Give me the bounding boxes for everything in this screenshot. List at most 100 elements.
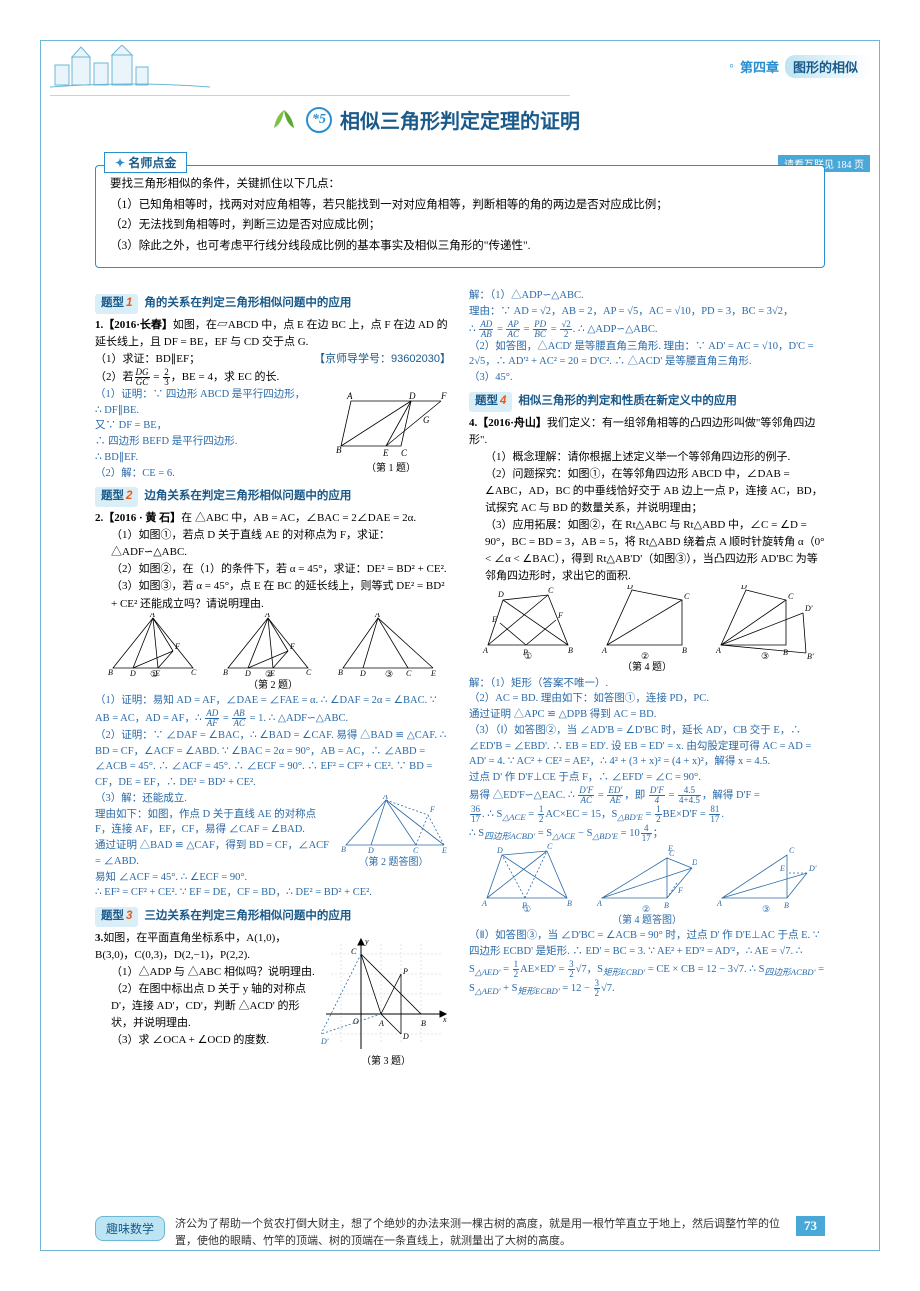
p1-s4: ∴ 四边形 BEFD 是平行四边形. bbox=[95, 434, 325, 450]
svg-text:B: B bbox=[223, 668, 228, 677]
p1-guide: 【京师导学号：93602030】 bbox=[314, 351, 451, 368]
problem-1: 1.【2016·长春】如图，在▱ABCD 中，点 E 在边 BC 上，点 F 在… bbox=[95, 317, 451, 482]
svg-text:A: A bbox=[715, 646, 721, 655]
p4-s6c: ，解得 D'F = bbox=[702, 790, 760, 801]
type3-header: 题型3 三边关系在判定三角形相似问题中的应用 bbox=[95, 907, 451, 927]
p2-s2: （2）证明：∵ ∠DAF = ∠BAC，∴ ∠BAD = ∠CAF. 易得 △B… bbox=[95, 728, 451, 791]
key-intro: 要找三角形相似的条件，关键抓住以下几点： bbox=[110, 174, 810, 195]
svg-text:G: G bbox=[423, 415, 430, 425]
p1-s2: ∴ DF∥BE. bbox=[95, 403, 325, 419]
svg-text:C: C bbox=[401, 448, 408, 458]
svg-text:A: A bbox=[596, 899, 602, 908]
p2-s7: ∴ EF² = CF² + CE². ∵ EF = DE，CF = BD，∴ D… bbox=[95, 885, 451, 901]
p4-s7: 3617. ∴ S△ACE = 12AC×EC = 15，S△BD'E = 12… bbox=[469, 805, 825, 824]
svg-text:D: D bbox=[626, 585, 633, 591]
p1-q2b: = bbox=[151, 371, 163, 383]
p4-s9h: = 12 − bbox=[560, 983, 593, 994]
type2-header: 题型2 边角关系在判定三角形相似问题中的应用 bbox=[95, 487, 451, 507]
figure-3: OABC PDD' xy （第 3 题） bbox=[321, 934, 451, 1070]
p4-s9d: √7，S bbox=[576, 963, 603, 974]
svg-text:C: C bbox=[684, 592, 690, 601]
svg-text:C: C bbox=[547, 843, 553, 851]
svg-text:B: B bbox=[568, 646, 573, 655]
key-box: 名师点金 要找三角形相似的条件，关键抓住以下几点： （1）已知角相等时，找两对对… bbox=[95, 165, 825, 268]
r-s5: （3）45°. bbox=[469, 370, 825, 386]
svg-text:D': D' bbox=[804, 604, 813, 613]
fig2ans-caption: （第 2 题答图） bbox=[336, 855, 451, 870]
castle-icon bbox=[50, 45, 210, 90]
r-s1: 解：（1）△ADP∽△ABC. bbox=[469, 288, 825, 304]
p4-s8d: = 10 bbox=[618, 828, 640, 839]
r-s3a: ∴ bbox=[469, 323, 478, 334]
fig3-caption: （第 3 题） bbox=[321, 1054, 451, 1070]
type3-badge: 题型 bbox=[101, 908, 124, 926]
p4-q3: （3）应用拓展：如图②，在 Rt△ABC 与 Rt△ABD 中，∠C = ∠D … bbox=[469, 517, 825, 585]
footer-text: 济公为了帮助一个贫农打倒大财主，想了个绝妙的办法来测一棵古树的高度，就是用一根竹… bbox=[175, 1216, 786, 1249]
key-tab: 名师点金 bbox=[104, 152, 187, 173]
p4-s4: （3）（Ⅰ）如答图②，当 ∠AD'B = ∠D'BC 时，延长 AD'，CB 交… bbox=[469, 723, 825, 770]
svg-text:E: E bbox=[779, 864, 785, 873]
svg-text:B: B bbox=[682, 646, 687, 655]
p2-s4: 理由如下：如图，作点 D 关于直线 AE 的对称点 F，连接 AF，EF，CF，… bbox=[95, 807, 332, 839]
r-s3: ∴ ADAB = APAC = PDBC = √22. ∴ △ADP∽△ABC. bbox=[469, 320, 825, 339]
svg-text:③: ③ bbox=[385, 669, 393, 678]
p4-s8c: − S bbox=[575, 828, 592, 839]
svg-text:C: C bbox=[351, 947, 357, 956]
svg-text:F: F bbox=[440, 391, 447, 401]
p1-s1: （1）证明：∵ 四边形 ABCD 是平行四边形， bbox=[95, 387, 325, 403]
p1-s6: （2）解：CE = 6. bbox=[95, 466, 325, 482]
p1-q2: （2）若DGGC = 23，BE = 4，求 EC 的长. bbox=[95, 368, 451, 387]
leaf-icon bbox=[270, 108, 298, 132]
p1-q2c: ，BE = 4，求 EC 的长. bbox=[171, 371, 280, 383]
svg-text:D: D bbox=[367, 846, 374, 855]
type4-header: 题型4 相似三角形的判定和性质在新定义中的应用 bbox=[469, 392, 825, 412]
section-title-text: 相似三角形判定定理的证明 bbox=[340, 105, 580, 134]
svg-text:A: A bbox=[382, 795, 388, 801]
left-column: 题型1 角的关系在判定三角形相似问题中的应用 1.【2016·长春】如图，在▱A… bbox=[95, 288, 451, 1196]
p3-q2: （2）在图中标出点 D 关于 y 轴的对称点 D'，连接 AD'，CD'，判断 … bbox=[95, 981, 315, 1032]
svg-text:D': D' bbox=[808, 864, 817, 873]
p4-s2: （2）AC = BD. 理由如下：如答图①，连接 PD，PC. bbox=[469, 691, 825, 707]
columns: 题型1 角的关系在判定三角形相似问题中的应用 1.【2016·长春】如图，在▱A… bbox=[95, 288, 825, 1196]
type4-badge: 题型 bbox=[475, 393, 498, 411]
p1-solution: （1）证明：∵ 四边形 ABCD 是平行四边形， ∴ DF∥BE. 又∵ DF … bbox=[95, 387, 325, 482]
p2-s5: 通过证明 △BAD ≌ △CAF，得到 BD = CF，∠ACF = ∠ABD. bbox=[95, 838, 332, 870]
fig2-caption: （第 2 题） bbox=[95, 678, 451, 694]
p4-s1: 解：（1）矩形（答案不唯一）. bbox=[469, 676, 825, 692]
p1-head: 1.【2016·长春】 bbox=[95, 319, 173, 331]
svg-text:B: B bbox=[341, 845, 346, 854]
svg-text:C: C bbox=[306, 668, 312, 677]
p3-q3: （3）求 ∠OCA + ∠OCD 的度数. bbox=[95, 1032, 315, 1049]
svg-text:A: A bbox=[481, 899, 487, 908]
svg-text:C: C bbox=[788, 592, 794, 601]
svg-text:②: ② bbox=[641, 651, 649, 660]
type2-title: 边角关系在判定三角形相似问题中的应用 bbox=[144, 488, 351, 506]
figure-4ans: DCAPB① ABCD'FE② ABCD'E③ bbox=[469, 843, 825, 913]
svg-text:A: A bbox=[264, 613, 270, 619]
p2-q3: （3）如图③，若 α = 45°，点 E 在 BC 的延长线上，则等式 DE² … bbox=[95, 578, 451, 612]
svg-text:B: B bbox=[421, 1019, 426, 1028]
figure-1: ADF BEC G （第 1 题） bbox=[331, 391, 451, 478]
p1-s3: 又∵ DF = BE， bbox=[95, 418, 325, 434]
figure-4: DCAPBEF① ABCD② ABCDD'B'③ bbox=[469, 585, 825, 660]
svg-text:③: ③ bbox=[762, 904, 770, 913]
problem-4: 4.【2016·舟山】我们定义：有一组邻角相等的凸四边形叫做"等邻角四边形". … bbox=[469, 415, 825, 998]
key-l3: （3）除此之外，也可考虑平行线分线段成比例的基本事实及相似三角形的"传递性". bbox=[110, 236, 810, 257]
p2-solution: （1）证明：易知 AD = AF，∠DAE = ∠FAE = α. ∴ ∠DAF… bbox=[95, 693, 451, 901]
svg-text:③: ③ bbox=[761, 651, 769, 660]
p2-q1: （1）如图①，若点 D 关于直线 AE 的对称点为 F，求证：△ADF∽△ABC… bbox=[95, 527, 451, 561]
svg-text:B: B bbox=[664, 901, 669, 910]
svg-text:F: F bbox=[557, 611, 563, 620]
r-s2: 理由：∵ AD = √2，AB = 2，AP = √5，AC = √10，PD … bbox=[469, 304, 825, 320]
svg-text:E: E bbox=[491, 615, 497, 624]
svg-text:A: A bbox=[346, 391, 353, 401]
svg-text:D': D' bbox=[321, 1037, 329, 1046]
p4-s9e: = CE × CB = 12 − 3√7. ∴ S bbox=[645, 963, 764, 974]
figure-2ans: ABDCEF （第 2 题答图） bbox=[336, 795, 451, 882]
p4-s5: 过点 D' 作 D'F⊥CE 于点 F，∴ ∠EFD' = ∠C = 90°. bbox=[469, 770, 825, 786]
svg-text:B: B bbox=[784, 901, 789, 910]
p4-s9: （Ⅱ）如答图③，当 ∠D'BC = ∠ACB = 90° 时，过点 D' 作 D… bbox=[469, 928, 825, 998]
p1-q1: （1）求证：BD∥EF； bbox=[95, 351, 200, 368]
svg-text:D: D bbox=[408, 391, 416, 401]
p4-s6: 易得 △ED'F∽△EAC. ∴ D'FAC = ED'AE，即 D'F4 = … bbox=[469, 786, 825, 805]
